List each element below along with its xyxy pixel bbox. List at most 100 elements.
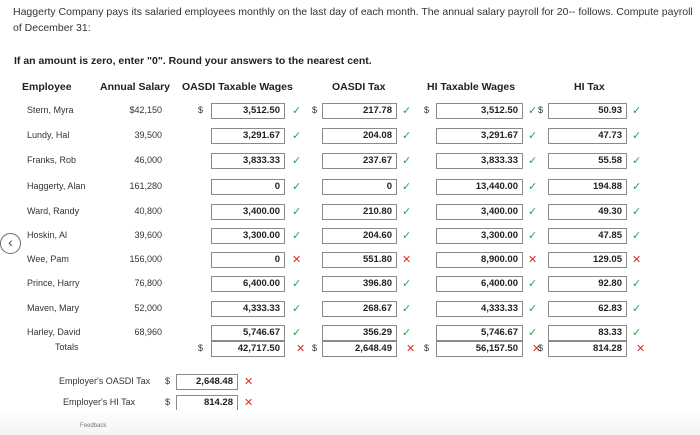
- hi-tax-input[interactable]: 194.88: [548, 179, 627, 195]
- hi-tax-input[interactable]: 47.73: [548, 128, 627, 144]
- check-icon: ✓: [402, 206, 412, 218]
- currency-sign: $: [198, 343, 204, 353]
- check-icon: ✓: [292, 303, 302, 315]
- oasdi-taxable-input[interactable]: 3,512.50: [211, 103, 285, 119]
- employer-hi-tax-input[interactable]: 814.28: [176, 395, 238, 411]
- employee-name: Wee, Pam: [27, 254, 69, 264]
- oasdi-tax-input[interactable]: 210.80: [322, 204, 397, 220]
- currency-sign: $: [198, 105, 204, 115]
- oasdi-taxable-input[interactable]: 6,400.00: [211, 276, 285, 292]
- cross-icon: ✕: [636, 343, 646, 355]
- hi-tax-input[interactable]: 47.85: [548, 228, 627, 244]
- check-icon: ✓: [632, 206, 642, 218]
- oasdi-taxable-input[interactable]: 3,833.33: [211, 153, 285, 169]
- hi-taxable-input[interactable]: 4,333.33: [436, 301, 523, 317]
- check-icon: ✓: [292, 278, 302, 290]
- employee-name: Hoskin, Al: [27, 230, 68, 240]
- hi-tax-input[interactable]: 55.58: [548, 153, 627, 169]
- oasdi-taxable-input[interactable]: 4,333.33: [211, 301, 285, 317]
- check-icon: ✓: [402, 130, 412, 142]
- hi-taxable-input[interactable]: 13,440.00: [436, 179, 523, 195]
- check-icon: ✓: [632, 278, 642, 290]
- check-icon: ✓: [402, 155, 412, 167]
- cross-icon: ✕: [296, 343, 306, 355]
- employee-name: Ward, Randy: [27, 206, 80, 216]
- check-icon: ✓: [528, 155, 538, 167]
- employee-name: Harley, David: [27, 327, 81, 337]
- employee-name: Haggerty, Alan: [27, 181, 86, 191]
- header-hi-taxable-wages: HI Taxable Wages: [427, 81, 516, 93]
- oasdi-tax-input[interactable]: 204.08: [322, 128, 397, 144]
- check-icon: ✓: [528, 130, 538, 142]
- oasdi-tax-input[interactable]: 356.29: [322, 325, 397, 341]
- annual-salary: 39,500: [134, 130, 162, 140]
- hi-taxable-input[interactable]: 3,291.67: [436, 128, 523, 144]
- employee-name: Maven, Mary: [27, 303, 80, 313]
- currency-sign: $: [424, 343, 430, 353]
- check-icon: ✓: [402, 278, 412, 290]
- annual-salary: 39,600: [134, 230, 162, 240]
- hi-taxable-input[interactable]: 3,400.00: [436, 204, 523, 220]
- hi-tax-input[interactable]: 129.05: [548, 252, 627, 268]
- cross-icon: ✕: [402, 254, 412, 266]
- instruction-text: If an amount is zero, enter "0". Round y…: [14, 55, 372, 67]
- check-icon: ✓: [528, 230, 538, 242]
- oasdi-taxable-input[interactable]: 0: [211, 252, 285, 268]
- hi-taxable-input[interactable]: 5,746.67: [436, 325, 523, 341]
- employee-name: Stern, Myra: [27, 105, 74, 115]
- currency-sign: $: [312, 105, 318, 115]
- cross-icon: ✕: [632, 254, 642, 266]
- check-icon: ✓: [292, 155, 302, 167]
- hi-tax-input[interactable]: 49.30: [548, 204, 627, 220]
- total-hi-tax-input[interactable]: 814.28: [548, 341, 627, 357]
- total-oasdi-tax-input[interactable]: 2,648.49: [322, 341, 397, 357]
- hi-taxable-input[interactable]: 3,512.50: [436, 103, 523, 119]
- hi-tax-input[interactable]: 50.93: [548, 103, 627, 119]
- total-oasdi-taxable-input[interactable]: 42,717.50: [211, 341, 285, 357]
- employee-name: Franks, Rob: [27, 155, 77, 165]
- check-icon: ✓: [632, 230, 642, 242]
- check-icon: ✓: [632, 155, 642, 167]
- oasdi-taxable-input[interactable]: 3,300.00: [211, 228, 285, 244]
- hi-tax-input[interactable]: 83.33: [548, 325, 627, 341]
- annual-salary: 156,000: [129, 254, 162, 264]
- oasdi-tax-input[interactable]: 396.80: [322, 276, 397, 292]
- hi-taxable-input[interactable]: 6,400.00: [436, 276, 523, 292]
- annual-salary: 52,000: [134, 303, 162, 313]
- oasdi-taxable-input[interactable]: 3,400.00: [211, 204, 285, 220]
- check-icon: ✓: [292, 181, 302, 193]
- oasdi-tax-input[interactable]: 204.60: [322, 228, 397, 244]
- hi-taxable-input[interactable]: 3,833.33: [436, 153, 523, 169]
- oasdi-tax-input[interactable]: 268.67: [322, 301, 397, 317]
- oasdi-tax-input[interactable]: 551.80: [322, 252, 397, 268]
- header-annual-salary: Annual Salary: [100, 81, 171, 93]
- total-hi-taxable-input[interactable]: 56,157.50: [436, 341, 523, 357]
- cross-icon: ✕: [406, 343, 416, 355]
- hi-tax-input[interactable]: 92.80: [548, 276, 627, 292]
- oasdi-tax-input[interactable]: 237.67: [322, 153, 397, 169]
- footer-shade: [0, 410, 700, 435]
- hi-taxable-input[interactable]: 3,300.00: [436, 228, 523, 244]
- employer-oasdi-tax-input[interactable]: 2,648.48: [176, 374, 238, 390]
- annual-salary: 68,960: [134, 327, 162, 337]
- currency-sign: $: [538, 343, 544, 353]
- cross-icon: ✕: [244, 376, 254, 388]
- check-icon: ✓: [528, 303, 538, 315]
- check-icon: ✓: [402, 303, 412, 315]
- currency-sign: $: [538, 105, 544, 115]
- header-hi-tax: HI Tax: [574, 81, 605, 93]
- oasdi-taxable-input[interactable]: 0: [211, 179, 285, 195]
- employer-hi-label: Employer's HI Tax: [63, 397, 136, 407]
- oasdi-taxable-input[interactable]: 5,746.67: [211, 325, 285, 341]
- hi-tax-input[interactable]: 62.83: [548, 301, 627, 317]
- oasdi-taxable-input[interactable]: 3,291.67: [211, 128, 285, 144]
- feedback-link[interactable]: Feedback: [80, 423, 107, 429]
- check-icon: ✓: [292, 327, 302, 339]
- chevron-left-icon[interactable]: ‹: [0, 233, 21, 254]
- oasdi-tax-input[interactable]: 217.78: [322, 103, 397, 119]
- cross-icon: ✕: [528, 254, 538, 266]
- check-icon: ✓: [402, 105, 412, 117]
- hi-taxable-input[interactable]: 8,900.00: [436, 252, 523, 268]
- oasdi-tax-input[interactable]: 0: [322, 179, 397, 195]
- check-icon: ✓: [528, 327, 538, 339]
